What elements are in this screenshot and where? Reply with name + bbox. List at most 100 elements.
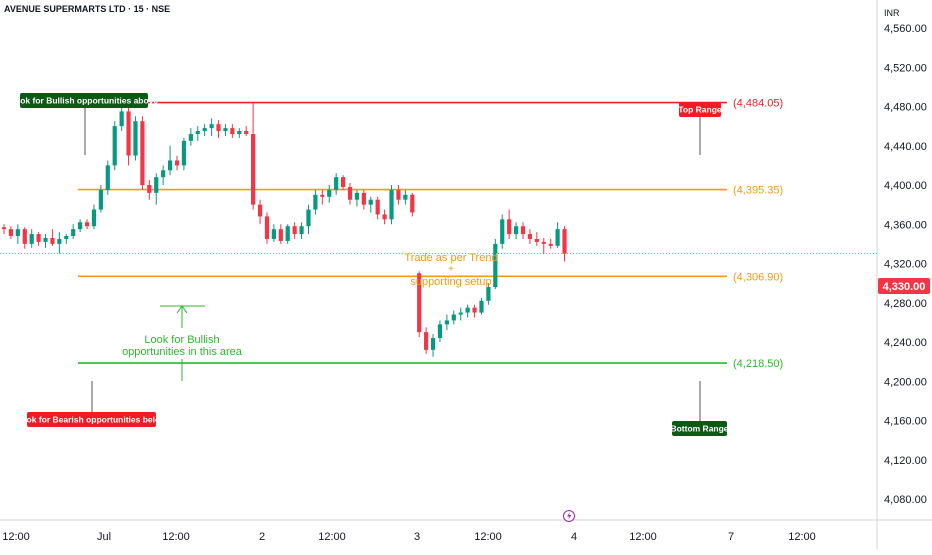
candle[interactable]	[382, 209, 387, 225]
candle[interactable]	[340, 175, 346, 190]
candle[interactable]	[223, 124, 228, 136]
candle[interactable]	[451, 310, 456, 325]
candle[interactable]	[271, 224, 276, 242]
candle[interactable]	[306, 204, 311, 235]
candle[interactable]	[534, 232, 539, 246]
candle[interactable]	[43, 234, 48, 248]
candle[interactable]	[313, 189, 318, 215]
candle[interactable]	[334, 173, 339, 195]
candle[interactable]	[161, 165, 166, 185]
candle[interactable]	[237, 128, 242, 138]
candle[interactable]	[327, 185, 332, 203]
candle[interactable]	[8, 226, 14, 239]
candle[interactable]	[36, 232, 41, 246]
candle[interactable]	[396, 185, 401, 205]
candle[interactable]	[154, 173, 159, 205]
candle[interactable]	[368, 196, 373, 213]
candle[interactable]	[209, 118, 214, 136]
candle[interactable]	[444, 314, 449, 331]
candle[interactable]	[513, 222, 519, 239]
candle[interactable]	[84, 219, 90, 230]
candle[interactable]	[91, 204, 97, 230]
candle[interactable]	[320, 189, 325, 205]
candle[interactable]	[133, 116, 138, 161]
candle[interactable]	[410, 192, 415, 217]
candle[interactable]	[119, 106, 124, 132]
candle[interactable]	[354, 189, 360, 207]
candle[interactable]	[57, 232, 62, 254]
candle[interactable]	[50, 229, 55, 246]
candle[interactable]	[167, 145, 173, 176]
x-tick-label: Jul	[97, 531, 111, 543]
candle[interactable]	[264, 212, 270, 244]
top-range-box[interactable]	[679, 102, 721, 117]
candle[interactable]	[527, 229, 533, 244]
candle[interactable]	[140, 116, 145, 190]
bullish-above-box[interactable]	[20, 93, 148, 108]
candle[interactable]	[71, 224, 76, 239]
candle[interactable]	[548, 238, 553, 249]
candle[interactable]	[244, 126, 249, 136]
candle[interactable]	[181, 137, 187, 171]
candle[interactable]	[465, 304, 470, 318]
candle[interactable]	[541, 237, 546, 254]
candle[interactable]	[437, 320, 443, 342]
y-tick-label: 4,480.00	[884, 102, 927, 114]
candle[interactable]	[15, 224, 20, 244]
candle[interactable]	[479, 297, 484, 315]
candle[interactable]	[1, 224, 7, 235]
candle[interactable]	[98, 185, 103, 213]
candles-group[interactable]	[1, 101, 567, 357]
candle[interactable]	[472, 304, 477, 318]
svg-text:4,330.00: 4,330.00	[883, 281, 926, 293]
candle[interactable]	[347, 183, 353, 205]
candle[interactable]	[458, 307, 463, 321]
candle[interactable]	[22, 227, 27, 249]
candle[interactable]	[430, 334, 436, 357]
y-tick-label: 4,400.00	[884, 180, 927, 192]
candle[interactable]	[112, 121, 117, 171]
candle[interactable]	[285, 224, 290, 244]
candle[interactable]	[147, 180, 152, 200]
candle[interactable]	[424, 327, 429, 354]
candle[interactable]	[507, 209, 512, 239]
candle[interactable]	[493, 238, 498, 290]
lightning-bolt-icon[interactable]	[563, 510, 575, 522]
price-axis[interactable]: 4,080.00 4,120.00 4,160.00 4,200.00 4,240.00…	[884, 23, 927, 506]
candle[interactable]	[257, 199, 263, 225]
candle[interactable]	[105, 160, 110, 195]
x-tick-label: 12:00	[2, 531, 30, 543]
candle[interactable]	[520, 222, 526, 239]
candle[interactable]	[216, 120, 221, 138]
candle[interactable]	[230, 124, 235, 138]
candle[interactable]	[29, 229, 34, 248]
candle[interactable]	[389, 185, 394, 225]
candle[interactable]	[278, 224, 283, 244]
candle[interactable]	[555, 222, 560, 248]
current-price-label: 4,330.00	[878, 278, 930, 294]
candle[interactable]	[251, 101, 256, 210]
candle[interactable]	[375, 196, 380, 220]
candle[interactable]	[292, 222, 297, 239]
bottom-range-box[interactable]	[672, 421, 727, 436]
candle[interactable]	[299, 222, 304, 239]
candle[interactable]	[195, 126, 200, 141]
time-axis[interactable]: 12:00 Jul 12:00 2 12:00 3 12:00 4 12:00 7 12:00	[2, 531, 816, 543]
candle[interactable]	[202, 124, 207, 136]
candle[interactable]	[174, 155, 180, 171]
candle[interactable]	[417, 271, 422, 338]
candle[interactable]	[361, 189, 366, 210]
trend-text-line1: Trade as per Trend	[404, 252, 497, 264]
candle[interactable]	[500, 214, 505, 249]
candle[interactable]	[562, 226, 567, 262]
candle[interactable]	[64, 234, 69, 244]
candle[interactable]	[403, 189, 408, 205]
candle[interactable]	[188, 128, 193, 146]
bearish-below-box[interactable]	[27, 412, 156, 427]
candle[interactable]	[486, 283, 491, 305]
y-tick-label: 4,120.00	[884, 455, 927, 467]
candle[interactable]	[78, 219, 83, 233]
candle[interactable]	[126, 106, 131, 166]
